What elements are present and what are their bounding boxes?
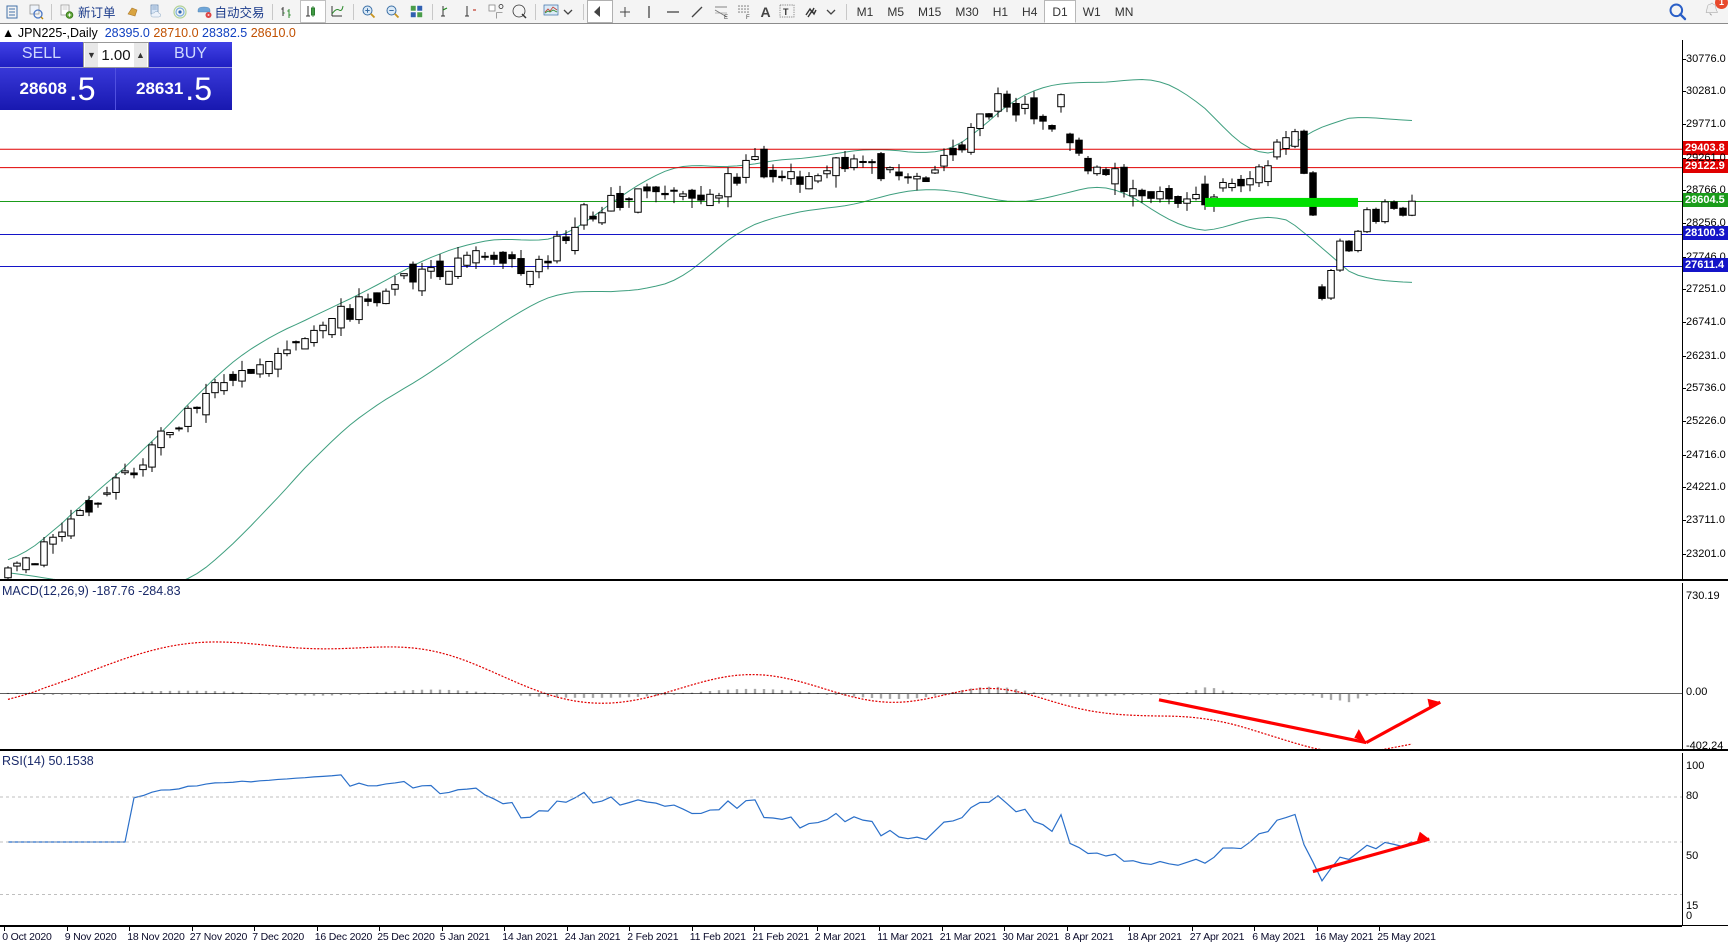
svg-text:E: E (724, 15, 728, 20)
svg-text:T: T (783, 7, 789, 17)
svg-text:F: F (746, 15, 750, 20)
